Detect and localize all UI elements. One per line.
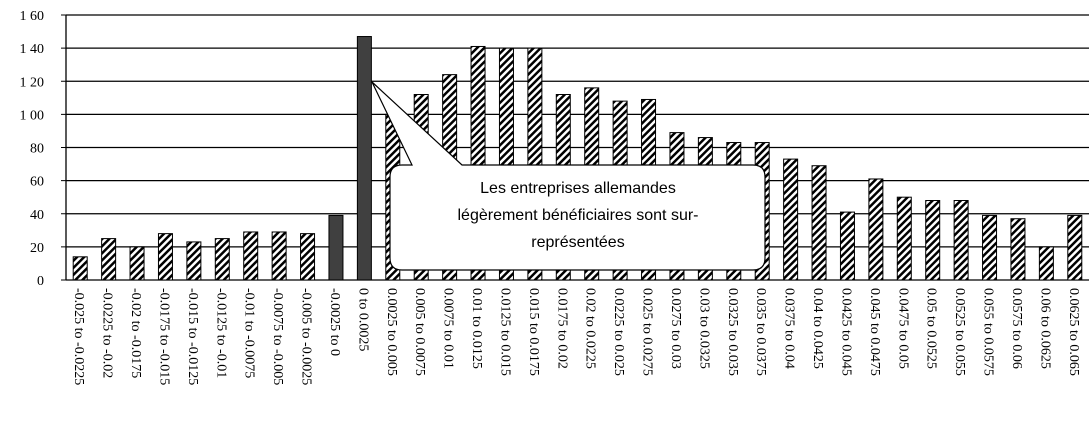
bar <box>1038 246 1054 281</box>
bar <box>243 231 259 281</box>
x-tick-label: -0.0175 to -0.015 <box>156 288 171 385</box>
x-tick-label: 0.055 to 0.0575 <box>981 288 996 376</box>
y-tick-label: 80 <box>30 142 44 157</box>
bar <box>129 246 145 281</box>
x-tick-label: -0.025 to -0.0225 <box>71 288 86 385</box>
x-tick-label: -0.0075 to -0.005 <box>270 288 285 385</box>
bar <box>328 214 344 281</box>
bar <box>271 231 287 281</box>
bar <box>214 238 230 281</box>
x-tick-label: 0.0175 to 0.02 <box>554 288 569 369</box>
y-tick-label: 1 20 <box>20 75 45 90</box>
y-tick-label: 60 <box>30 175 44 190</box>
x-tick-label: 0.05 to 0.0525 <box>924 288 939 369</box>
bar <box>982 214 998 281</box>
x-tick-label: 0.0325 to 0.035 <box>725 288 740 376</box>
callout-text: Les entreprises allemandes <box>480 180 676 197</box>
x-tick-label: 0.005 to 0.0075 <box>412 288 427 376</box>
y-tick-label: 1 60 <box>20 9 45 24</box>
bar <box>157 233 173 281</box>
bar <box>925 200 941 281</box>
bar <box>72 256 88 281</box>
x-tick-label: 0.0225 to 0.025 <box>611 288 626 376</box>
x-tick-label: 0.0525 to 0.055 <box>952 288 967 376</box>
x-tick-label: 0.0475 to 0.05 <box>895 288 910 369</box>
y-tick-label: 0 <box>37 274 44 289</box>
bar <box>868 178 884 281</box>
bar <box>356 36 372 281</box>
x-tick-label: 0 to 0.0025 <box>355 288 370 351</box>
x-tick-label: 0.0275 to 0.03 <box>668 288 683 369</box>
x-tick-label: 0.0025 to 0.005 <box>384 288 399 376</box>
x-tick-label: 0.0625 to 0.065 <box>1066 288 1081 376</box>
y-tick-label: 40 <box>30 208 44 223</box>
bar <box>1067 214 1083 281</box>
y-tick-label: 20 <box>30 241 44 256</box>
x-tick-label: -0.0125 to -0.01 <box>213 288 228 378</box>
bar <box>839 211 855 281</box>
x-tick-label: -0.015 to -0.0125 <box>185 288 200 385</box>
x-tick-label: -0.0225 to -0.02 <box>100 288 115 378</box>
x-tick-label: 0.01 to 0.0125 <box>469 288 484 369</box>
x-tick-label: 0.0575 to 0.06 <box>1009 288 1024 369</box>
bar <box>101 238 117 281</box>
bar <box>811 165 827 281</box>
bar <box>186 241 202 281</box>
x-tick-label: 0.06 to 0.0625 <box>1037 288 1052 369</box>
bar <box>953 200 969 281</box>
callout-text: légèrement bénéficiaires sont sur- <box>457 207 698 224</box>
x-tick-label: -0.02 to -0.0175 <box>128 288 143 378</box>
x-tick-label: 0.015 to 0.0175 <box>526 288 541 376</box>
x-tick-label: 0.0375 to 0.04 <box>782 288 797 369</box>
y-tick-label: 1 00 <box>20 108 45 123</box>
x-tick-label: 0.04 to 0.0425 <box>810 288 825 369</box>
x-tick-label: -0.01 to -0.0075 <box>242 288 257 378</box>
x-tick-label: 0.0425 to 0.045 <box>838 288 853 376</box>
x-tick-label: 0.0075 to 0.01 <box>441 288 456 369</box>
bar <box>896 196 912 281</box>
x-tick-label: 0.03 to 0.0325 <box>696 288 711 369</box>
x-tick-label: -0.0025 to 0 <box>327 288 342 356</box>
bar <box>1010 218 1026 281</box>
bar <box>300 233 316 281</box>
bar <box>783 158 799 281</box>
x-tick-label: -0.005 to -0.0025 <box>299 288 314 385</box>
x-tick-label: 0.045 to 0.0475 <box>867 288 882 376</box>
x-tick-label: 0.02 to 0.0225 <box>583 288 598 369</box>
callout-text: représentées <box>531 234 624 251</box>
x-tick-label: 0.025 to 0.0275 <box>640 288 655 376</box>
callout-box <box>371 81 766 271</box>
y-tick-label: 1 40 <box>20 42 45 57</box>
x-tick-label: 0.035 to 0.0375 <box>753 288 768 376</box>
x-tick-label: 0.0125 to 0.015 <box>497 288 512 376</box>
